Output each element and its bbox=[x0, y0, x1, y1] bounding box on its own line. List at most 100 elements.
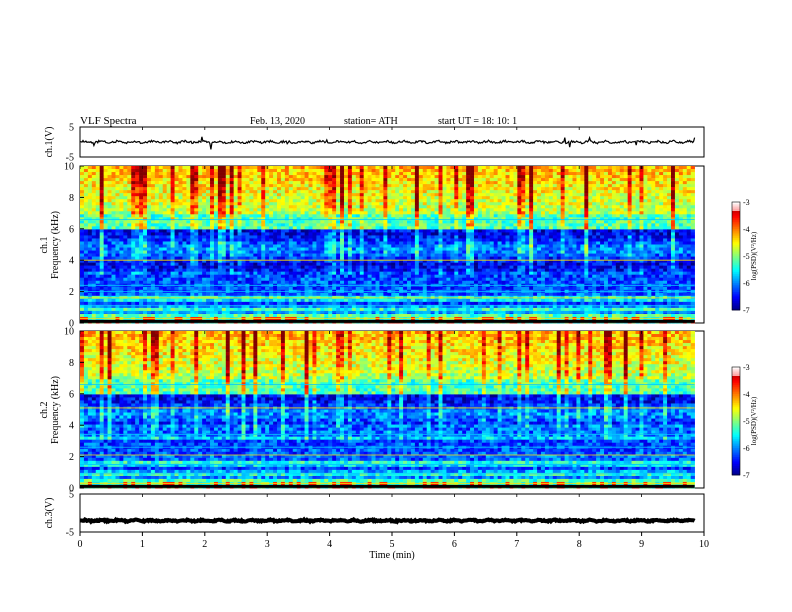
spectrogram-cell bbox=[639, 251, 643, 254]
spectrogram-cell bbox=[305, 205, 309, 208]
spectrogram-cell bbox=[289, 196, 293, 199]
spectrogram-cell bbox=[454, 199, 458, 202]
spectrogram-cell bbox=[104, 202, 108, 205]
spectrogram-cell bbox=[509, 232, 513, 235]
spectrogram-cell bbox=[281, 220, 285, 223]
spectrogram-cell bbox=[301, 223, 305, 226]
spectrogram-cell bbox=[242, 229, 246, 232]
spectrogram-cell bbox=[257, 166, 261, 169]
spectrogram-cell bbox=[332, 169, 336, 172]
spectrogram-cell bbox=[415, 208, 419, 211]
spectrogram-cell bbox=[533, 205, 537, 208]
spectrogram-cell bbox=[442, 238, 446, 241]
spectrogram-cell bbox=[261, 169, 265, 172]
spectrogram-cell bbox=[600, 187, 604, 190]
spectrogram-cell bbox=[186, 193, 190, 196]
spectrogram-cell bbox=[104, 196, 108, 199]
spectrogram-cell bbox=[442, 196, 446, 199]
spectrogram-cell bbox=[194, 235, 198, 238]
spectrogram-cell bbox=[395, 199, 399, 202]
spectrogram-cell bbox=[624, 166, 628, 169]
spectrogram-cell bbox=[687, 235, 691, 238]
spectrogram-cell bbox=[253, 226, 257, 229]
spectrogram-cell bbox=[320, 241, 324, 244]
spectrogram-cell bbox=[214, 238, 218, 241]
spectrogram-cell bbox=[379, 241, 383, 244]
spectrogram-cell bbox=[651, 251, 655, 254]
spectrogram-cell bbox=[687, 248, 691, 251]
spectrogram-cell bbox=[486, 175, 490, 178]
spectrogram-cell bbox=[592, 254, 596, 257]
spectrogram-cell bbox=[96, 214, 100, 217]
spectrogram-cell bbox=[167, 220, 171, 223]
spectrogram-cell bbox=[320, 166, 324, 169]
spectrogram-cell bbox=[395, 202, 399, 205]
spectrogram-cell bbox=[565, 202, 569, 205]
spectrogram-cell bbox=[171, 172, 175, 175]
spectrogram-cell bbox=[616, 190, 620, 193]
spectrogram-cell bbox=[360, 193, 364, 196]
spectrogram-cell bbox=[663, 257, 667, 260]
spectrogram-cell bbox=[186, 214, 190, 217]
spectrogram-cell bbox=[624, 214, 628, 217]
spectrogram-cell bbox=[281, 241, 285, 244]
spectrogram-cell bbox=[407, 211, 411, 214]
spectrogram-cell bbox=[462, 223, 466, 226]
spectrogram-cell bbox=[182, 254, 186, 257]
spectrogram-cell bbox=[147, 202, 151, 205]
spectrogram-cell bbox=[435, 181, 439, 184]
spectrogram-cell bbox=[348, 175, 352, 178]
spectrogram-cell bbox=[494, 202, 498, 205]
spectrogram-cell bbox=[372, 184, 376, 187]
spectrogram-cell bbox=[222, 196, 226, 199]
spectrogram-cell bbox=[596, 229, 600, 232]
spectrogram-cell bbox=[643, 202, 647, 205]
spectrogram-cell bbox=[147, 241, 151, 244]
spectrogram-cell bbox=[450, 254, 454, 257]
spectrogram-cell bbox=[584, 187, 588, 190]
spectrogram-cell bbox=[115, 254, 119, 257]
spectrogram-cell bbox=[316, 257, 320, 260]
spectrogram-cell bbox=[112, 181, 116, 184]
spectrogram-cell bbox=[683, 175, 687, 178]
spectrogram-cell bbox=[545, 223, 549, 226]
spectrogram-cell bbox=[131, 241, 135, 244]
spectrogram-cell bbox=[395, 235, 399, 238]
spectrogram-cell bbox=[123, 235, 127, 238]
spectrogram-cell bbox=[454, 257, 458, 260]
spectrogram-cell bbox=[206, 235, 210, 238]
header-station: station= ATH bbox=[344, 116, 398, 127]
spectrogram-cell bbox=[486, 202, 490, 205]
spectrogram-cell bbox=[655, 235, 659, 238]
spectrogram-cell bbox=[643, 257, 647, 260]
spectrogram-cell bbox=[513, 208, 517, 211]
spectrogram-cell bbox=[245, 251, 249, 254]
spectrogram-cell bbox=[360, 205, 364, 208]
spectrogram-cell bbox=[127, 238, 131, 241]
spectrogram-cell bbox=[628, 211, 632, 214]
spectrogram-cell bbox=[620, 251, 624, 254]
spectrogram-cell bbox=[379, 169, 383, 172]
spectrogram-cell bbox=[249, 208, 253, 211]
spectrogram-cell bbox=[407, 245, 411, 248]
spectrogram-cell bbox=[466, 205, 470, 208]
spectrogram-cell bbox=[163, 214, 167, 217]
spectrogram-cell bbox=[580, 251, 584, 254]
spectrogram-cell bbox=[403, 238, 407, 241]
spectrogram-cell bbox=[336, 235, 340, 238]
spectrogram-cell bbox=[687, 187, 691, 190]
spectrogram-cell bbox=[517, 241, 521, 244]
spectrogram-cell bbox=[439, 181, 443, 184]
spectrogram-cell bbox=[123, 166, 127, 169]
spectrogram-cell bbox=[269, 208, 273, 211]
spectrogram-cell bbox=[253, 193, 257, 196]
spectrogram-cell bbox=[332, 251, 336, 254]
spectrogram-cell bbox=[387, 196, 391, 199]
spectrogram-cell bbox=[379, 187, 383, 190]
spectrogram-cell bbox=[537, 184, 541, 187]
spectrogram-cell bbox=[399, 205, 403, 208]
spectrogram-cell bbox=[616, 241, 620, 244]
spectrogram-cell bbox=[281, 208, 285, 211]
spectrogram-cell bbox=[636, 214, 640, 217]
spectrogram-cell bbox=[533, 172, 537, 175]
